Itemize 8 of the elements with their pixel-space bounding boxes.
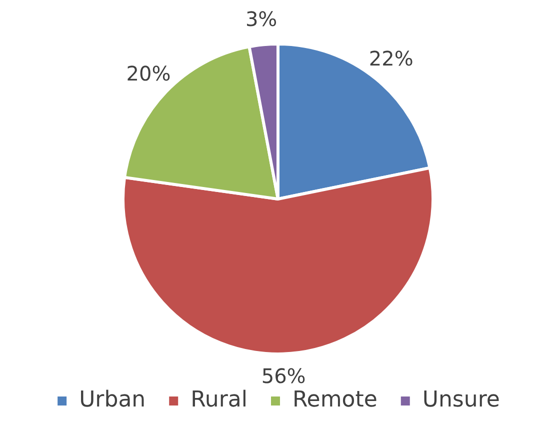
- data-label: 22%: [368, 46, 414, 71]
- legend-label: Rural: [190, 388, 248, 413]
- legend-label: Remote: [292, 388, 378, 413]
- legend-label: Unsure: [422, 388, 500, 413]
- data-label: 20%: [126, 62, 171, 86]
- data-label: 3%: [245, 6, 278, 31]
- data-label: 56%: [261, 364, 306, 388]
- legend-label: Urban: [79, 388, 146, 413]
